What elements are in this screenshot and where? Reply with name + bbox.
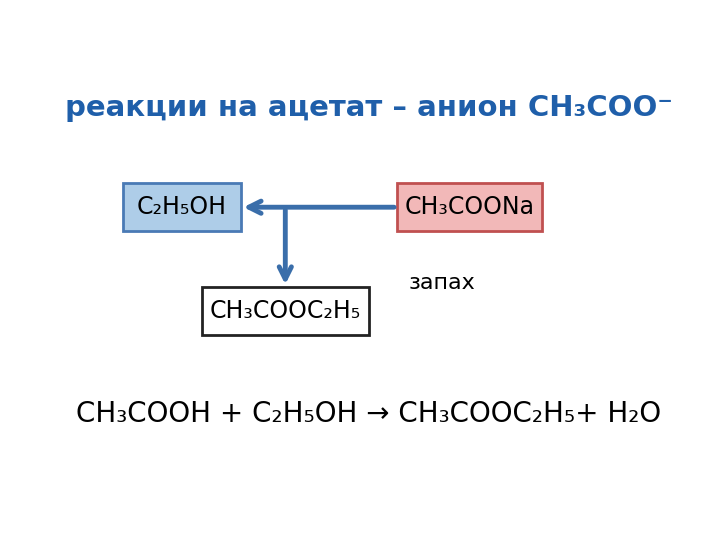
Text: C₂H₅OH: C₂H₅OH bbox=[137, 195, 227, 219]
Text: CH₃COONa: CH₃COONa bbox=[405, 195, 534, 219]
FancyBboxPatch shape bbox=[397, 183, 542, 231]
Text: реакции на ацетат – анион CH₃COO⁻: реакции на ацетат – анион CH₃COO⁻ bbox=[65, 94, 673, 123]
Text: CH₃COOC₂H₅: CH₃COOC₂H₅ bbox=[210, 299, 361, 323]
Text: CH₃COOH + C₂H₅OH → CH₃COOC₂H₅+ H₂O: CH₃COOH + C₂H₅OH → CH₃COOC₂H₅+ H₂O bbox=[76, 400, 662, 428]
FancyBboxPatch shape bbox=[124, 183, 240, 231]
FancyBboxPatch shape bbox=[202, 287, 369, 335]
Text: запах: запах bbox=[408, 273, 475, 293]
